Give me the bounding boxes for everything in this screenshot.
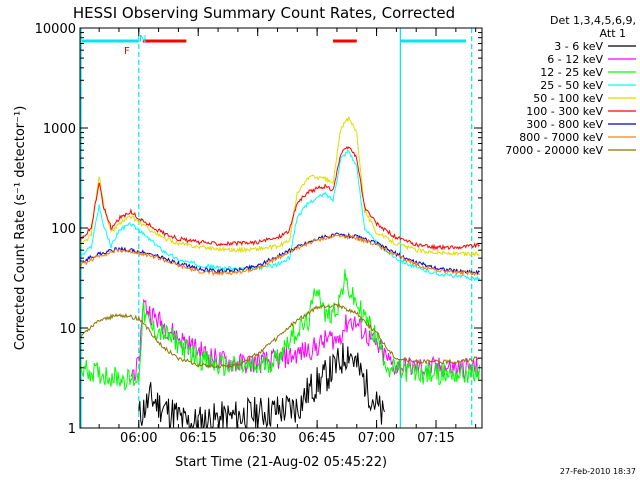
series-line — [80, 269, 481, 392]
x-tick-label: 06:30 — [239, 431, 276, 446]
flag-label: N — [139, 34, 146, 45]
x-axis-label: Start Time (21-Aug-02 05:45:22) — [175, 455, 387, 470]
legend-label: 50 - 100 keV — [533, 92, 603, 105]
x-tick-label: 06:45 — [298, 431, 335, 446]
legend-label: 100 - 300 keV — [526, 105, 603, 118]
x-tick-label: 06:15 — [180, 431, 217, 446]
y-tick-label: 10000 — [35, 22, 76, 37]
legend-label: 6 - 12 keV — [547, 53, 603, 66]
legend-header: Det 1,3,4,5,6,9, — [550, 14, 636, 27]
flag-label: F — [124, 46, 130, 57]
legend-header: Att 1 — [600, 27, 626, 40]
series-line — [80, 149, 481, 282]
series-line — [80, 116, 480, 257]
series-line — [138, 342, 385, 428]
legend-label: 300 - 800 keV — [526, 118, 603, 131]
plot-area — [80, 28, 481, 428]
y-tick-label: 10 — [59, 322, 76, 337]
footer-date: 27-Feb-2010 18:37 — [560, 467, 636, 476]
x-tick-label: 07:00 — [358, 431, 395, 446]
y-tick-label: 1000 — [43, 122, 76, 137]
legend-label: 3 - 6 keV — [554, 40, 603, 53]
y-tick-label: 100 — [51, 222, 76, 237]
y-axis-label: Corrected Count Rate (s⁻¹ detector⁻¹) — [13, 106, 28, 351]
legend-label: 800 - 7000 keV — [519, 131, 603, 144]
series-line — [80, 302, 480, 369]
series-line — [80, 233, 480, 277]
y-tick-label: 1 — [68, 422, 76, 437]
series-line — [80, 145, 480, 251]
x-tick-label: 07:15 — [417, 431, 454, 446]
legend-label: 25 - 50 keV — [540, 79, 603, 92]
chart-title: HESSI Observing Summary Count Rates, Cor… — [73, 4, 455, 22]
x-tick-label: 06:00 — [120, 431, 157, 446]
legend-label: 12 - 25 keV — [540, 66, 603, 79]
legend-label: 7000 - 20000 keV — [505, 144, 603, 157]
